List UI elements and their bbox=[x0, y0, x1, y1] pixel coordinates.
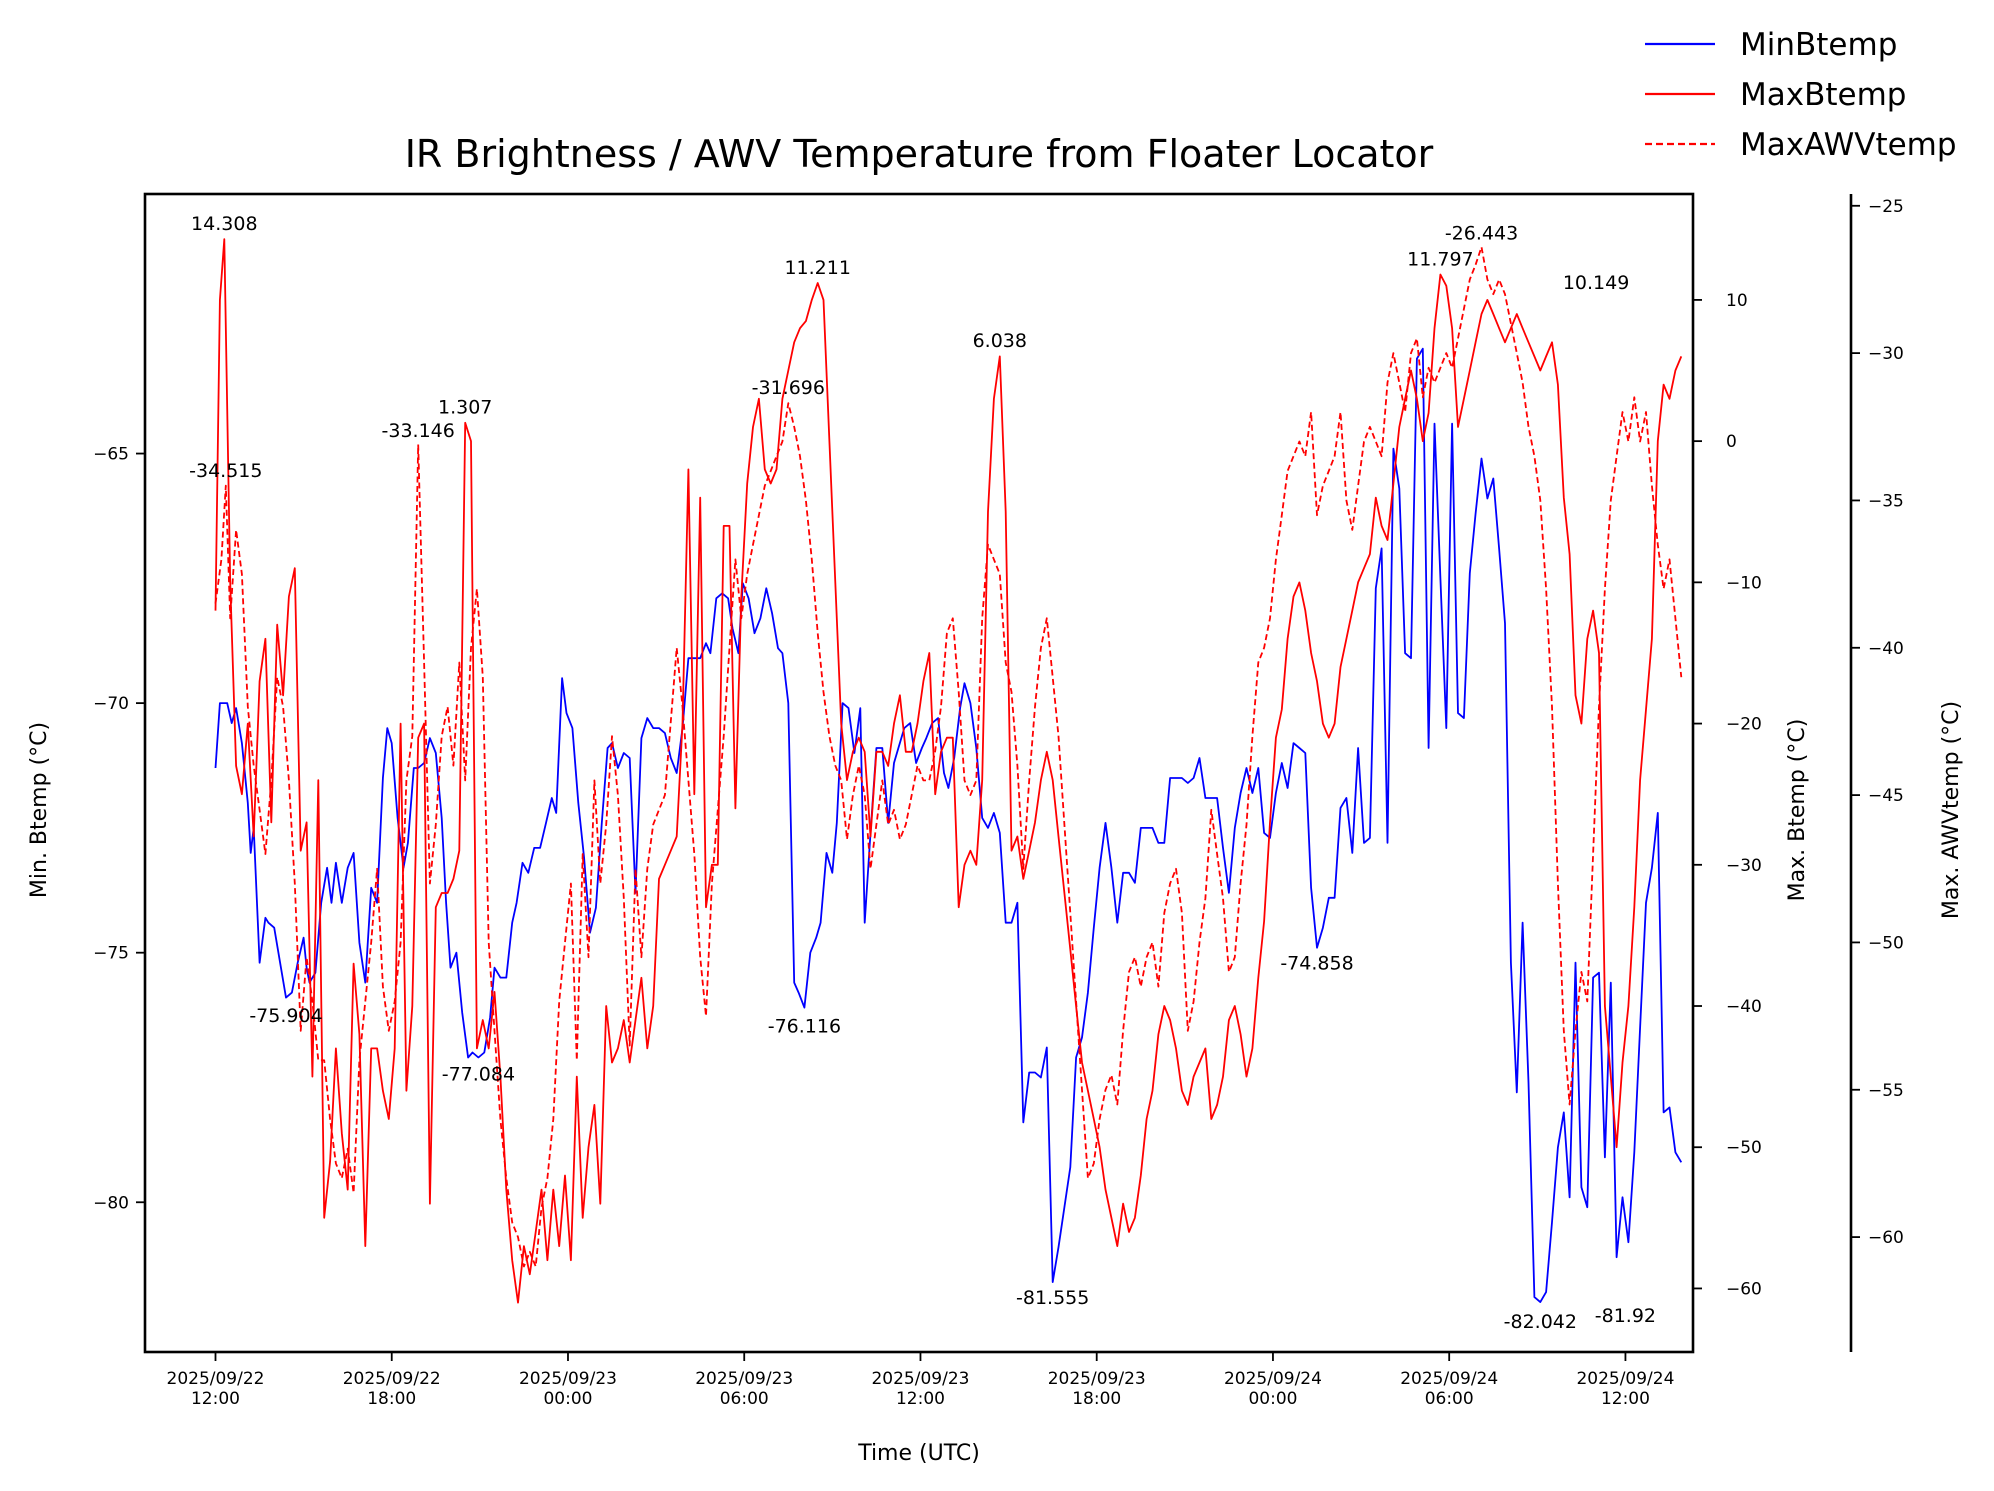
right-tick-label-7: 10 bbox=[1726, 291, 1748, 311]
right-tick-label-4: −20 bbox=[1726, 715, 1762, 735]
x-tick-label-4: 2025/09/23 12:00 bbox=[871, 1369, 969, 1409]
x-tick-label-5: 2025/09/23 18:00 bbox=[1048, 1369, 1146, 1409]
right-tick-label-0: −60 bbox=[1726, 1279, 1762, 1299]
right-tick-label-3: −30 bbox=[1726, 856, 1762, 876]
annotation-minbtemp-2: -75.904 bbox=[249, 1005, 322, 1027]
annotation-maxawvtemp-1: -34.515 bbox=[189, 460, 262, 482]
annotation-minbtemp-14: -82.042 bbox=[1504, 1311, 1577, 1333]
x-tick-label-7: 2025/09/24 06:00 bbox=[1400, 1369, 1498, 1409]
series-line-minbtemp bbox=[214, 347, 1683, 1303]
x-tick-label-0: 2025/09/22 12:00 bbox=[167, 1369, 265, 1409]
legend-label-minbtemp: MinBtemp bbox=[1740, 27, 1897, 63]
x-tick-label-3: 2025/09/23 06:00 bbox=[695, 1369, 793, 1409]
left-tick-label-2: −70 bbox=[93, 694, 129, 714]
left-tick-label-0: −80 bbox=[93, 1193, 129, 1213]
plot-background bbox=[145, 194, 1693, 1352]
left-tick-label-1: −75 bbox=[93, 944, 129, 964]
annotation-maxawvtemp-13: -26.443 bbox=[1445, 222, 1518, 244]
plot-frame bbox=[143, 192, 1695, 1354]
awv-tick-label-3: −45 bbox=[1868, 786, 1904, 806]
annotation-maxbtemp-9: 6.038 bbox=[973, 330, 1027, 352]
x-tick-label-8: 2025/09/24 12:00 bbox=[1576, 1369, 1674, 1409]
right-axis-label: Max. Btemp (°C) bbox=[1785, 719, 1810, 902]
left-tick-label-3: −65 bbox=[93, 445, 129, 465]
x-tick-label-2: 2025/09/23 00:00 bbox=[519, 1369, 617, 1409]
annotation-maxbtemp-4: 1.307 bbox=[438, 397, 492, 419]
annotation-minbtemp-10: -81.555 bbox=[1016, 1287, 1089, 1309]
annotation-maxbtemp-15: 10.149 bbox=[1563, 272, 1629, 294]
annotation-minbtemp-11: -74.858 bbox=[1280, 953, 1353, 975]
awv-tick-label-2: −50 bbox=[1868, 933, 1904, 953]
awv-tick-label-6: −30 bbox=[1868, 344, 1904, 364]
axis-group: 2025/09/22 12:00 2025/09/22 18:00 2025/09/23… bbox=[93, 194, 1904, 1409]
annotation-maxbtemp-6: 11.211 bbox=[784, 257, 850, 279]
legend: MinBtemp MaxBtemp MaxAWVtemp bbox=[1645, 27, 1957, 163]
x-tick-label-6: 2025/09/24 00:00 bbox=[1224, 1369, 1322, 1409]
right-tick-label-1: −50 bbox=[1726, 1138, 1762, 1158]
awv-tick-label-0: −60 bbox=[1868, 1228, 1904, 1248]
legend-label-maxawvtemp: MaxAWVtemp bbox=[1740, 127, 1957, 163]
series-line-maxbtemp bbox=[214, 238, 1683, 1304]
awv-tick-label-5: −35 bbox=[1868, 491, 1904, 511]
series-group bbox=[214, 238, 1683, 1304]
legend-label-maxbtemp: MaxBtemp bbox=[1740, 77, 1906, 113]
annotation-minbtemp-8: -76.116 bbox=[768, 1015, 841, 1037]
annotation-maxawvtemp-7: -31.696 bbox=[752, 377, 825, 399]
annotation-minbtemp-5: -77.084 bbox=[442, 1064, 515, 1086]
right-tick-label-2: −40 bbox=[1726, 997, 1762, 1017]
right-tick-label-5: −10 bbox=[1726, 573, 1762, 593]
left-axis-label: Min. Btemp (°C) bbox=[27, 722, 52, 898]
chart-title: IR Brightness / AWV Temperature from Flo… bbox=[405, 132, 1434, 176]
awv-tick-label-4: −40 bbox=[1868, 639, 1904, 659]
annotation-maxbtemp-0: 14.308 bbox=[191, 213, 257, 235]
awv-tick-label-7: −25 bbox=[1868, 197, 1904, 217]
annotation-minbtemp-16: -81.92 bbox=[1595, 1305, 1656, 1327]
x-tick-label-1: 2025/09/22 18:00 bbox=[343, 1369, 441, 1409]
right-tick-label-6: 0 bbox=[1726, 432, 1737, 452]
x-axis-label: Time (UTC) bbox=[857, 1441, 980, 1466]
plot-border bbox=[143, 192, 1695, 1354]
awv-axis-label: Max. AWVtemp (°C) bbox=[1939, 701, 1964, 919]
awv-tick-label-1: −55 bbox=[1868, 1081, 1904, 1101]
annotation-maxbtemp-12: 11.797 bbox=[1407, 249, 1473, 271]
series-line-maxawvtemp bbox=[214, 246, 1683, 1268]
plot-area bbox=[145, 194, 1693, 1352]
annotation-maxawvtemp-3: -33.146 bbox=[382, 420, 455, 442]
